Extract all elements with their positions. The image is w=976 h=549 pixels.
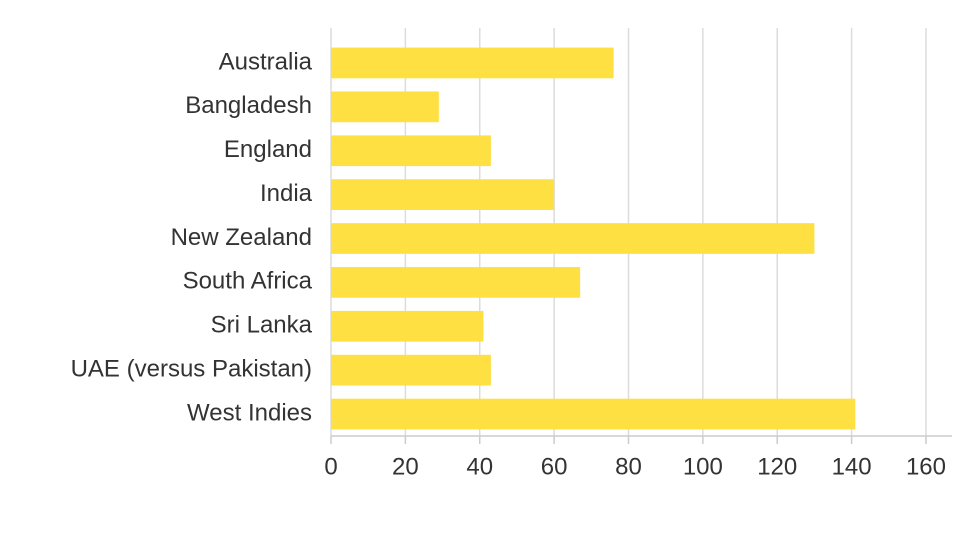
x-tick-label: 20 bbox=[392, 453, 419, 480]
x-tick-label: 140 bbox=[832, 453, 872, 480]
x-tick-label: 0 bbox=[324, 453, 337, 480]
x-tick-label: 100 bbox=[683, 453, 723, 480]
y-tick-label: Bangladesh bbox=[185, 92, 312, 119]
bar bbox=[331, 47, 614, 79]
y-tick-label: England bbox=[224, 136, 312, 163]
bar bbox=[331, 179, 555, 210]
y-tick-label: South Africa bbox=[183, 268, 313, 295]
x-tick-label: 60 bbox=[541, 453, 568, 480]
bar bbox=[331, 354, 491, 386]
x-tick-label: 120 bbox=[757, 453, 797, 480]
bar bbox=[331, 398, 856, 430]
bar bbox=[331, 310, 484, 342]
x-tick-label: 40 bbox=[466, 453, 493, 480]
x-tick-label: 160 bbox=[906, 453, 946, 480]
y-tick-label: India bbox=[260, 180, 313, 207]
y-tick-label: New Zealand bbox=[171, 224, 312, 251]
y-tick-label: UAE (versus Pakistan) bbox=[71, 356, 312, 383]
bar bbox=[331, 223, 815, 254]
y-tick-label: Australia bbox=[219, 48, 313, 75]
bar bbox=[331, 267, 581, 298]
bar bbox=[331, 135, 491, 167]
x-tick-label: 80 bbox=[615, 453, 642, 480]
y-tick-label: Sri Lanka bbox=[211, 312, 313, 339]
bar bbox=[331, 91, 439, 123]
y-tick-label: West Indies bbox=[187, 399, 312, 426]
